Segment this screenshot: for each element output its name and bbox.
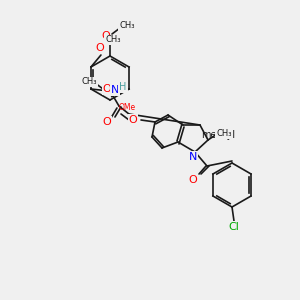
Text: methyl: methyl xyxy=(201,130,235,140)
Text: CH₃: CH₃ xyxy=(105,35,121,44)
Text: O: O xyxy=(103,84,111,94)
Text: O: O xyxy=(102,31,110,41)
Text: CH₃: CH₃ xyxy=(216,130,232,139)
Text: O: O xyxy=(96,43,104,53)
Text: CH₃: CH₃ xyxy=(81,77,97,86)
Text: O: O xyxy=(189,175,197,185)
Text: O: O xyxy=(103,117,111,127)
Text: N: N xyxy=(189,152,197,162)
Text: OMe: OMe xyxy=(118,103,136,112)
Text: Cl: Cl xyxy=(229,222,239,232)
Text: N: N xyxy=(111,85,119,95)
Text: CH₃: CH₃ xyxy=(119,22,135,31)
Text: O: O xyxy=(129,115,137,125)
Text: H: H xyxy=(119,82,127,92)
